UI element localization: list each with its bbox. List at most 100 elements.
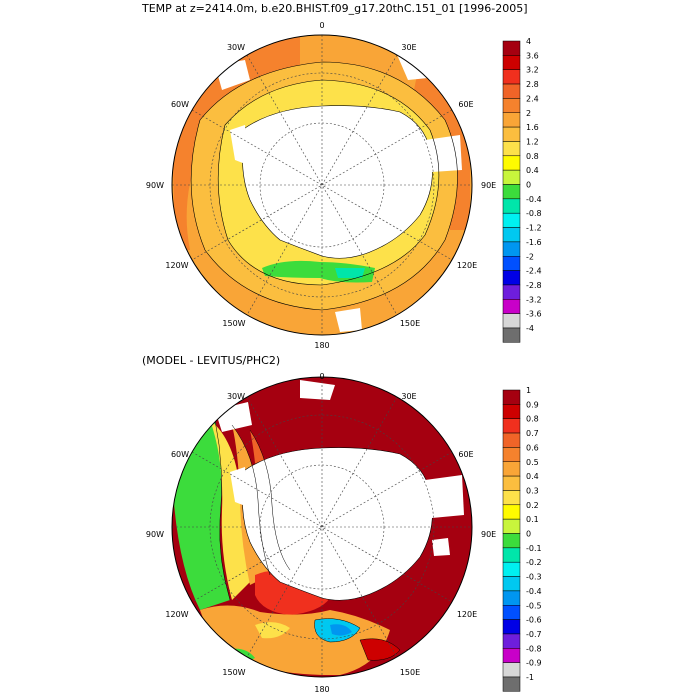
colorbar-tick-label: 0.6 — [526, 443, 539, 452]
bottom-label-150e: 150E — [400, 668, 420, 677]
diff-patch-ross-red — [255, 570, 330, 615]
colorbar-swatch — [502, 605, 521, 620]
colorbar-tick-label: 0.8 — [526, 415, 539, 424]
colorbar-tick-label: 0.4 — [526, 472, 539, 481]
colorbar-tick-label: -2.8 — [526, 281, 542, 290]
missing-data-blob-e — [425, 135, 462, 172]
colorbar-swatch — [502, 212, 521, 228]
colorbar-tick-label: -1.6 — [526, 238, 542, 247]
colorbar-tick-label: 0.7 — [526, 429, 539, 438]
colorbar-tick-label: -1.2 — [526, 224, 542, 233]
top-colorbar: 4 3.6 3.2 2.8 2.4 2 1.6 1.2 0.8 0.4 0 -0.4 -0.8 -1.2 -… — [502, 37, 542, 343]
colorbar-tick-label: -3.6 — [526, 310, 542, 319]
colorbar-swatch — [502, 256, 521, 271]
colorbar-swatch — [502, 447, 521, 462]
colorbar-tick-label: 0.1 — [526, 515, 539, 524]
colorbar-tick-label: -2 — [526, 252, 534, 261]
colorbar-tick-label: 0 — [526, 181, 531, 190]
top-label-150e: 150E — [400, 319, 420, 328]
colorbar-swatch — [502, 475, 521, 491]
missing-data-blob-peninsula — [230, 125, 248, 165]
colorbar-swatch — [502, 404, 521, 419]
colorbar-tick-label: -0.1 — [526, 544, 542, 553]
missing-blob-e — [425, 475, 464, 518]
bottom-graticule — [172, 377, 472, 677]
colorbar-swatch — [502, 241, 521, 257]
top-label-60w: 60W — [171, 100, 189, 109]
top-label-90w: 90W — [146, 181, 164, 190]
colorbar-tick-label: 0.8 — [526, 152, 539, 161]
colorbar-tick-label: 4 — [526, 37, 531, 46]
colorbar-swatch — [502, 490, 521, 506]
diff-band-yellow-west — [210, 420, 252, 600]
diff-patch-yellow-south — [255, 622, 290, 639]
bottom-label-90w: 90W — [146, 530, 164, 539]
colorbar-swatch — [502, 547, 521, 563]
top-graticule — [172, 35, 472, 335]
top-label-60e: 60E — [458, 100, 473, 109]
colorbar-tick-label: -0.6 — [526, 616, 542, 625]
top-label-30w: 30W — [227, 43, 245, 52]
colorbar-tick-label: -0.3 — [526, 573, 542, 582]
colorbar-swatch — [502, 112, 521, 128]
colorbar-tick-label: 2.4 — [526, 94, 539, 103]
colorbar-swatch — [502, 169, 521, 185]
bottom-label-0: 0 — [319, 372, 324, 381]
bottom-polar-map: 0 180 90W 90E 30W 30E 60W 60E 120W 120E … — [146, 372, 496, 694]
colorbar-tick-label: -4 — [526, 324, 534, 333]
antarctica-landmask — [242, 105, 433, 259]
missing-blob-n — [300, 380, 335, 400]
colorbar-tick-label: 0.2 — [526, 501, 539, 510]
top-map-title: TEMP at z=2414.0m, b.e20.BHIST.f09_g17.2… — [142, 2, 528, 15]
bottom-label-30e: 30E — [401, 392, 416, 401]
bottom-label-60e: 60E — [458, 450, 473, 459]
diff-patch-red-south — [360, 638, 400, 661]
colorbar-tick-label: -3.2 — [526, 295, 542, 304]
colorbar-swatch — [502, 633, 521, 649]
colorbar-swatch — [502, 313, 521, 329]
colorbar-tick-label: -0.8 — [526, 644, 542, 653]
colorbar-tick-label: 1.6 — [526, 123, 539, 132]
colorbar-swatch — [502, 227, 521, 243]
colorbar-tick-label: 2 — [526, 109, 531, 118]
missing-data-blob-s — [335, 308, 362, 332]
colorbar-swatch — [502, 418, 521, 434]
bottom-map-title: (MODEL - LEVITUS/PHC2) — [142, 354, 281, 367]
colorbar-swatch — [502, 518, 521, 534]
temp-patch-0 — [335, 268, 365, 278]
colorbar-tick-label: -0.7 — [526, 630, 542, 639]
colorbar-swatch — [502, 432, 521, 448]
colorbar-swatch — [502, 561, 521, 577]
colorbar-tick-label: 3.6 — [526, 51, 539, 60]
colorbar-swatch — [502, 299, 521, 314]
bottom-label-60w: 60W — [171, 450, 189, 459]
top-polar-map: 0 180 90W 90E 30W 30E 60W 60E 120W 120E … — [146, 21, 496, 350]
colorbar-swatch — [502, 389, 521, 405]
diff-patch-blue — [330, 624, 352, 636]
colorbar-swatch — [502, 284, 521, 300]
colorbar-tick-label: 1.2 — [526, 137, 539, 146]
bottom-label-180: 180 — [314, 685, 329, 694]
bottom-label-30w: 30W — [227, 392, 245, 401]
colorbar-swatch — [502, 126, 521, 142]
colorbar-swatch — [502, 184, 521, 200]
colorbar-swatch — [502, 662, 521, 678]
top-label-120e: 120E — [457, 261, 477, 270]
colorbar-tick-label: -1 — [526, 673, 534, 682]
colorbar-tick-label: -2.4 — [526, 267, 542, 276]
diff-band-green-west — [172, 420, 230, 610]
colorbar-swatch — [502, 141, 521, 157]
antarctica-landmask-bottom — [242, 447, 433, 601]
colorbar-tick-label: 2.8 — [526, 80, 539, 89]
top-label-180: 180 — [314, 341, 329, 350]
colorbar-tick-label: -0.2 — [526, 558, 542, 567]
colorbar-swatch — [502, 69, 521, 85]
missing-blob-peninsula — [230, 467, 248, 507]
top-label-90e: 90E — [481, 181, 496, 190]
colorbar-tick-label: 1 — [526, 386, 531, 395]
missing-blob-e2 — [432, 538, 450, 556]
colorbar-swatch — [502, 648, 521, 663]
colorbar-tick-label: 3.2 — [526, 66, 539, 75]
colorbar-swatch — [502, 198, 521, 214]
